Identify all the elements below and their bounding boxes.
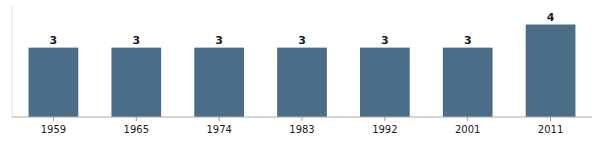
bar: [277, 48, 327, 117]
x-tick-label: 1992: [372, 124, 397, 135]
x-tick: [53, 117, 54, 121]
bar: [29, 48, 79, 117]
x-tick: [550, 117, 551, 121]
data-label: 3: [215, 34, 223, 47]
x-tick: [219, 117, 220, 121]
x-tick: [136, 117, 137, 121]
data-label: 3: [381, 34, 389, 47]
x-tick-label: 1959: [41, 124, 66, 135]
plot-area: 3 3 3 3 3 3 4 1959 1965 1974 1983 1992 2001 2011: [12, 6, 592, 135]
x-tick-label: 1965: [124, 124, 149, 135]
bar: [443, 48, 493, 117]
bar: [111, 48, 161, 117]
bar: [194, 48, 244, 117]
data-label: 3: [132, 34, 140, 47]
x-axis: 1959 1965 1974 1983 1992 2001 2011: [12, 117, 592, 135]
data-labels: 3 3 3 3 3 3 4: [50, 11, 555, 47]
x-tick: [384, 117, 385, 121]
x-tick-label: 2001: [455, 124, 480, 135]
data-label: 3: [298, 34, 306, 47]
bar: [360, 48, 410, 117]
x-tick: [467, 117, 468, 121]
data-label: 3: [464, 34, 472, 47]
x-tick-label: 1983: [289, 124, 314, 135]
bar: [526, 25, 576, 118]
x-tick-label: 2011: [538, 124, 563, 135]
bars: [29, 25, 576, 118]
chart-svg: 3 3 3 3 3 3 4 1959 1965 1974 1983 1992 2001 2011: [0, 0, 604, 141]
data-label: 4: [547, 11, 555, 24]
data-label: 3: [50, 34, 58, 47]
x-tick: [302, 117, 303, 121]
x-tick-label: 1974: [206, 124, 231, 135]
chart-container: 3 3 3 3 3 3 4 1959 1965 1974 1983 1992 2001 2011: [0, 0, 604, 141]
y-axis-line: [12, 6, 13, 117]
